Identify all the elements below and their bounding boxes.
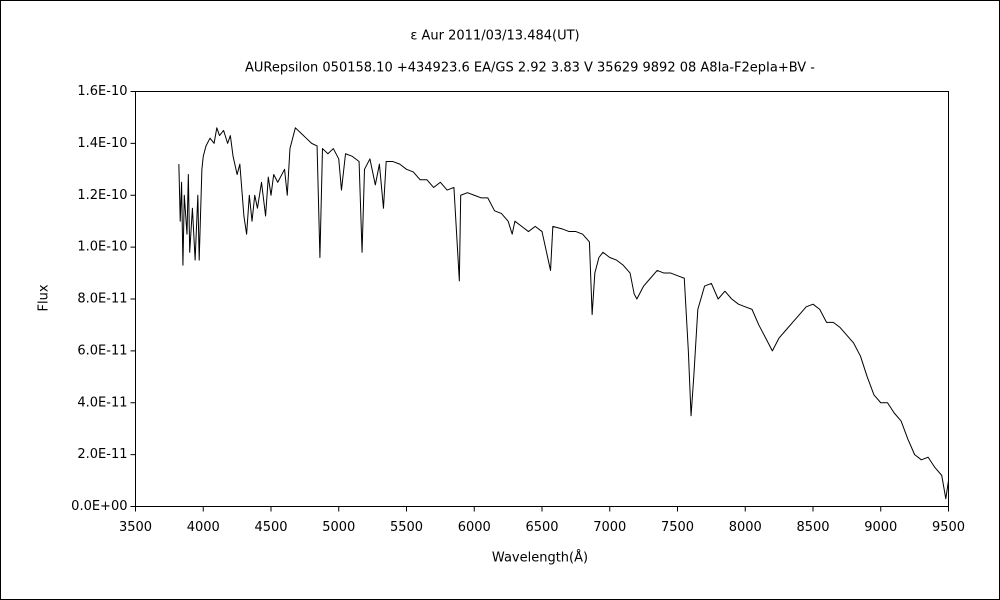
x-tick-label: 5500 (390, 520, 423, 535)
chart-title: ε Aur 2011/03/13.484(UT) (410, 29, 579, 44)
y-axis-label: Flux (37, 284, 52, 311)
y-tick-label: 1.0E-10 (77, 240, 127, 255)
x-tick-label: 8000 (729, 520, 762, 535)
x-tick-label: 7000 (593, 520, 626, 535)
y-tick-label: 1.4E-10 (77, 136, 127, 151)
y-tick-label: 1.6E-10 (77, 84, 127, 99)
y-tick-label: 1.2E-10 (77, 188, 127, 203)
y-tick-label: 8.0E-11 (77, 292, 127, 307)
x-tick-label: 7500 (661, 520, 694, 535)
x-tick-label: 6500 (525, 520, 558, 535)
x-tick-label: 4000 (187, 520, 220, 535)
x-tick-label: 4500 (254, 520, 287, 535)
x-tick-label: 9500 (932, 520, 965, 535)
x-tick-label: 3500 (119, 520, 152, 535)
y-tick-label: 4.0E-11 (77, 395, 127, 410)
y-tick-label: 0.0E+00 (71, 499, 127, 514)
x-tick-label: 8500 (796, 520, 829, 535)
spectrum-line (178, 127, 949, 500)
x-tick-label: 6000 (458, 520, 491, 535)
chart-subtitle: AURepsilon 050158.10 +434923.6 EA/GS 2.9… (245, 61, 815, 76)
x-tick-label: 5000 (322, 520, 355, 535)
plot-area (135, 91, 949, 507)
y-tick-label: 2.0E-11 (77, 447, 127, 462)
x-tick-label: 9000 (864, 520, 897, 535)
x-axis-label: Wavelength(Å) (492, 550, 588, 566)
y-tick-label: 6.0E-11 (77, 343, 127, 358)
